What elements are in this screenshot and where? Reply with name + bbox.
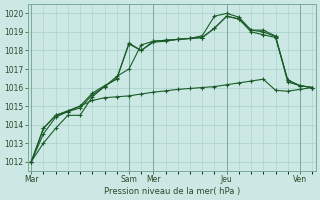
X-axis label: Pression niveau de la mer( hPa ): Pression niveau de la mer( hPa ) [104,187,240,196]
